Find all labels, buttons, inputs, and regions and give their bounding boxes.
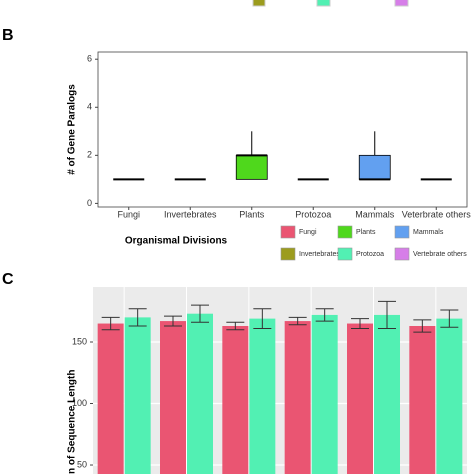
legend-key: [394, 0, 409, 7]
bar: [97, 323, 124, 474]
y-axis-title: n of Sequence Length: [67, 370, 78, 474]
legend-key: [280, 225, 296, 239]
legend-key: [316, 0, 331, 7]
bar: [284, 321, 311, 474]
panel-label: C: [2, 271, 14, 288]
legend-label: Invertebrates: [299, 251, 340, 258]
x-tick-label: Invertebrates: [164, 209, 217, 219]
x-tick-label: Fungi: [117, 209, 140, 219]
x-tick-label: Veterbrate others: [402, 209, 472, 219]
bar: [249, 318, 276, 474]
bar: [187, 313, 213, 474]
y-tick-label: 100: [72, 398, 87, 408]
box: [235, 154, 268, 180]
y-tick-label: 4: [87, 102, 92, 112]
panel-label: B: [2, 27, 14, 44]
legend-key: [394, 225, 410, 239]
y-tick-label: 50: [77, 459, 87, 469]
bar: [347, 323, 373, 474]
bar: [311, 314, 338, 474]
x-tick-label: Protozoa: [295, 209, 331, 219]
legend-label: Plants: [356, 229, 376, 236]
y-axis-title: # of Gene Paralogs: [67, 84, 78, 175]
legend-label: Vertebrate others: [413, 251, 467, 258]
x-tick-label: Plants: [239, 209, 265, 219]
bar: [222, 325, 249, 474]
bar: [409, 325, 436, 474]
box: [358, 154, 391, 180]
legend-key: [337, 225, 353, 239]
y-tick-label: 6: [87, 54, 92, 64]
plot-border: [97, 51, 468, 208]
legend-key: [394, 247, 410, 261]
x-tick-label: Mammals: [355, 209, 395, 219]
legend-key: [337, 247, 353, 261]
legend-key: [252, 0, 266, 7]
legend-label: Mammals: [413, 229, 444, 236]
legend-label: Protozoa: [356, 251, 384, 258]
x-axis-title: Organismal Divisions: [125, 236, 228, 247]
bar: [160, 321, 186, 474]
bar: [436, 318, 463, 474]
cropped-legend-keys: [252, 0, 409, 7]
legend-label: Fungi: [299, 229, 317, 236]
plot-background: [93, 287, 467, 474]
y-tick-label: 0: [87, 198, 92, 208]
bar: [124, 317, 151, 474]
legend-key: [280, 247, 296, 261]
y-tick-label: 2: [87, 150, 92, 160]
bar: [374, 314, 400, 474]
y-tick-label: 150: [72, 336, 87, 346]
